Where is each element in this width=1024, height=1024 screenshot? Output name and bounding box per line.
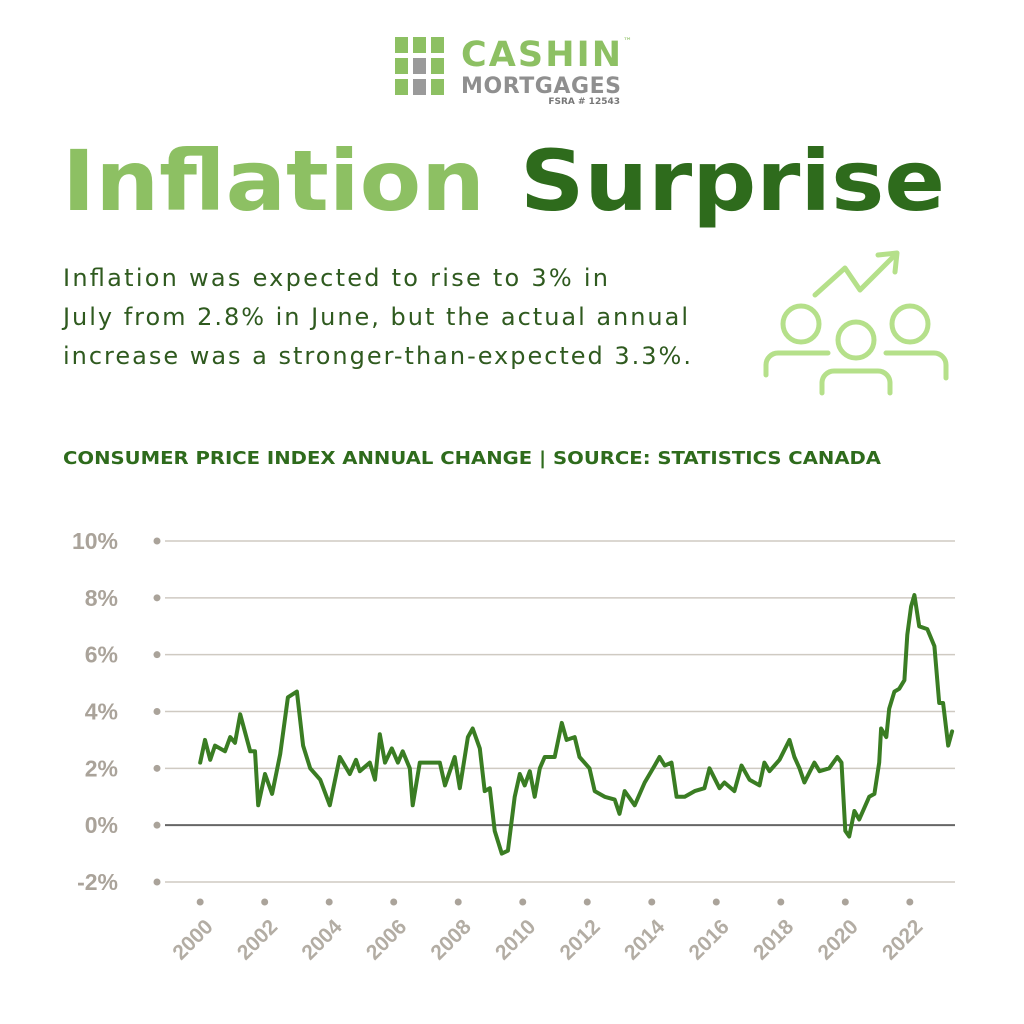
logo-trademark: ™ — [623, 37, 632, 47]
logo-mark — [395, 37, 444, 95]
y-tick-mark — [153, 708, 161, 715]
headline-word: Surprise — [520, 132, 945, 230]
y-tick-label: 4% — [85, 699, 118, 725]
logo-license: FSRA # 12543 — [548, 97, 620, 107]
intro-line: increase was a stronger-than-expected 3.… — [63, 342, 691, 370]
x-tick-mark — [519, 898, 527, 906]
headline-word: Inflation — [62, 132, 485, 230]
y-tick-mark — [153, 651, 161, 659]
intro-line: July from 2.8% in June, but the actual a… — [61, 303, 688, 331]
x-tick-mark — [325, 898, 333, 906]
x-tick-label: 2016 — [685, 915, 734, 964]
x-tick-mark — [196, 898, 204, 906]
x-tick-mark — [261, 898, 269, 906]
x-tick-label: 2012 — [555, 915, 604, 964]
x-tick-label: 2014 — [620, 915, 670, 965]
x-tick-label: 2010 — [491, 915, 540, 964]
logo-subname: MORTGAGES — [461, 74, 621, 99]
x-tick-mark — [841, 898, 849, 906]
y-tick-mark — [153, 821, 161, 829]
y-tick-label: 2% — [85, 755, 118, 781]
x-tick-label: 2000 — [168, 915, 217, 964]
y-tick-label: 8% — [85, 585, 118, 611]
x-tick-label: 2018 — [749, 915, 799, 965]
x-tick-mark — [390, 898, 398, 906]
intro-line: Inflation was expected to rise to 3% in — [63, 264, 608, 292]
logo-name: CASHIN — [461, 35, 621, 75]
x-tick-mark — [454, 898, 462, 906]
x-tick-label: 2008 — [426, 915, 476, 965]
y-tick-label: 0% — [85, 812, 118, 838]
x-tick-mark — [906, 898, 914, 906]
x-tick-label: 2004 — [297, 915, 347, 965]
x-tick-label: 2006 — [362, 915, 411, 964]
x-tick-label: 2002 — [233, 915, 282, 964]
x-tick-mark — [777, 898, 785, 906]
y-tick-label: 6% — [85, 642, 118, 668]
y-tick-label: -2% — [77, 869, 118, 895]
y-tick-mark — [153, 764, 161, 772]
x-tick-mark — [712, 898, 720, 906]
x-tick-label: 2022 — [878, 915, 927, 964]
x-tick-mark — [648, 898, 656, 906]
y-tick-mark — [153, 537, 161, 545]
x-tick-mark — [583, 898, 591, 906]
y-tick-label: 10% — [72, 528, 118, 554]
chart-title: CONSUMER PRICE INDEX ANNUAL CHANGE | SOU… — [63, 448, 881, 469]
x-tick-label: 2020 — [814, 915, 863, 964]
y-tick-mark — [153, 594, 161, 602]
cpi-line — [198, 593, 955, 856]
y-tick-mark — [153, 878, 161, 886]
people-growth-icon — [763, 250, 949, 396]
